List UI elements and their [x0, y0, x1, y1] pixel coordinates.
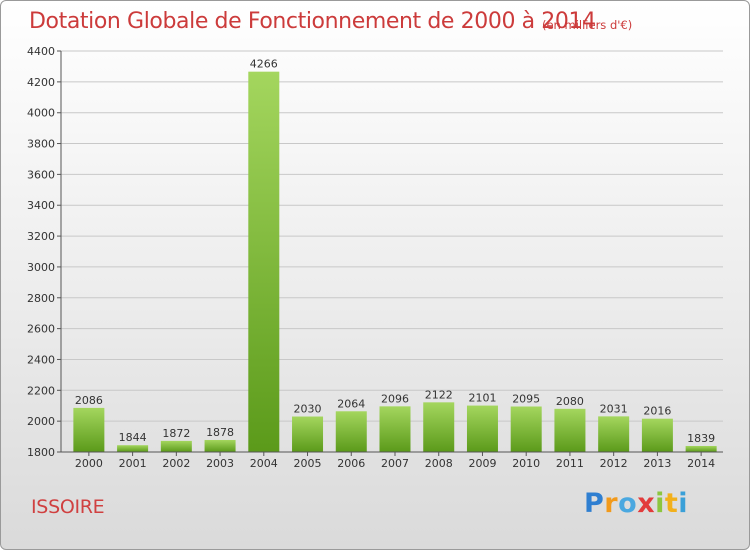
- y-tick-label: 2200: [27, 384, 55, 397]
- y-tick-label: 3000: [27, 261, 55, 274]
- x-tick-label: 2014: [687, 457, 715, 470]
- data-label: 2096: [381, 392, 409, 405]
- x-tick-label: 2001: [119, 457, 147, 470]
- bar: [466, 405, 498, 452]
- bar: [117, 445, 149, 452]
- x-tick-label: 2006: [337, 457, 365, 470]
- bar: [641, 418, 673, 452]
- data-label: 2016: [643, 405, 671, 418]
- bar: [160, 440, 192, 452]
- y-tick-label: 3400: [27, 199, 55, 212]
- y-tick-label: 2400: [27, 353, 55, 366]
- y-tick-label: 4000: [27, 107, 55, 120]
- bar: [510, 406, 542, 452]
- x-tick-label: 2007: [381, 457, 409, 470]
- bar: [423, 402, 455, 452]
- chart-unit: (en milliers d'€): [542, 18, 633, 32]
- data-label: 1839: [687, 432, 715, 445]
- y-tick-label: 3200: [27, 230, 55, 243]
- bar: [685, 445, 717, 452]
- bar: [554, 408, 586, 452]
- data-label: 4266: [250, 58, 278, 71]
- y-tick-label: 4400: [27, 45, 55, 58]
- data-label: 1878: [206, 426, 234, 439]
- bar: [204, 439, 236, 452]
- y-tick-label: 1800: [27, 446, 55, 459]
- bar: [379, 406, 411, 452]
- data-label: 1872: [162, 427, 190, 440]
- x-tick-label: 2011: [556, 457, 584, 470]
- data-label: 2086: [75, 394, 103, 407]
- data-label: 2122: [425, 388, 453, 401]
- bar: [248, 71, 280, 452]
- y-tick-label: 2000: [27, 415, 55, 428]
- place-name: ISSOIRE: [31, 496, 105, 518]
- data-label: 2031: [600, 402, 628, 415]
- bars: 2086 1844 1872 1878 4266 2030 2064 2096 2122 2101…: [73, 58, 717, 452]
- y-tick-label: 3800: [27, 138, 55, 151]
- bar: [598, 416, 630, 452]
- data-label: 2030: [294, 403, 322, 416]
- bar: [335, 411, 367, 452]
- bar: [292, 416, 324, 452]
- y-tick-label: 2800: [27, 292, 55, 305]
- data-label: 2101: [468, 392, 496, 405]
- x-tick-label: 2012: [600, 457, 628, 470]
- data-label: 1844: [119, 431, 147, 444]
- y-tick-label: 3600: [27, 168, 55, 181]
- proxiti-logo: Proxiti: [584, 488, 689, 519]
- x-tick-label: 2000: [75, 457, 103, 470]
- chart-title: Dotation Globale de Fonctionnement de 20…: [29, 9, 596, 34]
- x-tick-label: 2003: [206, 457, 234, 470]
- x-tick-label: 2004: [250, 457, 278, 470]
- x-tick-label: 2005: [294, 457, 322, 470]
- data-label: 2064: [337, 397, 365, 410]
- x-tick-label: 2013: [643, 457, 671, 470]
- y-tick-label: 4200: [27, 76, 55, 89]
- x-tick-label: 2008: [425, 457, 453, 470]
- y-tick-label: 2600: [27, 323, 55, 336]
- data-label: 2095: [512, 393, 540, 406]
- bar: [73, 407, 105, 452]
- x-tick-label: 2010: [512, 457, 540, 470]
- x-tick-label: 2009: [468, 457, 496, 470]
- x-tick-label: 2002: [162, 457, 190, 470]
- data-label: 2080: [556, 395, 584, 408]
- axes: 1800 2000 2200 2400 2600 2800 3000 3200 3400 3600…: [27, 45, 723, 470]
